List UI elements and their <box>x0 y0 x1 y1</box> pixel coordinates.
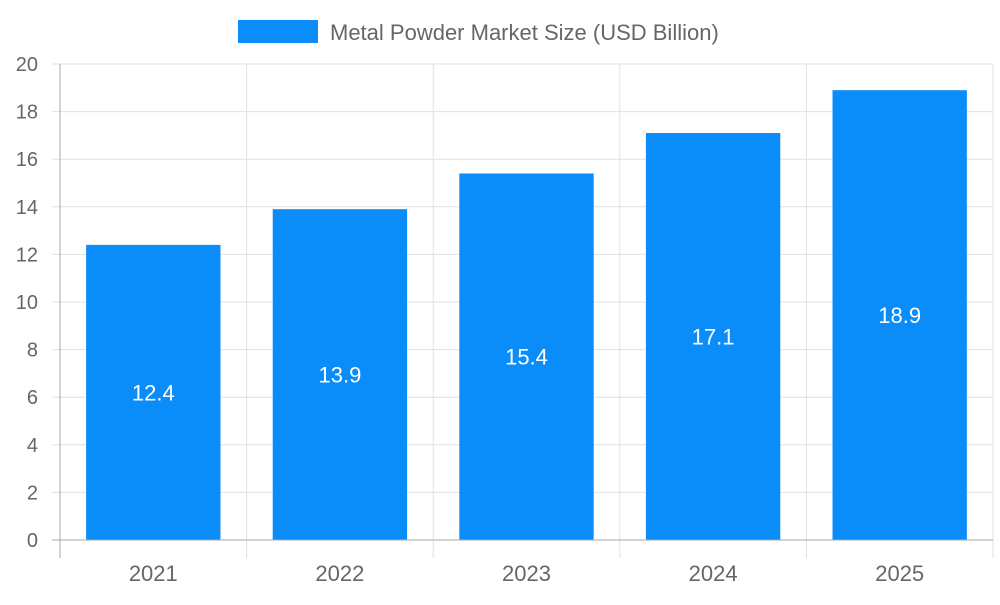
axes: 0 2 4 6 8 10 12 14 16 18 20 2021 2022 2023 2024 2025 <box>16 54 993 586</box>
x-tick-label: 2021 <box>129 561 178 586</box>
y-tick-label: 0 <box>27 530 38 552</box>
x-tick-label: 2024 <box>689 561 738 586</box>
legend-label: Metal Powder Market Size (USD Billion) <box>330 20 719 45</box>
bar-data-label: 15.4 <box>505 345 548 370</box>
bar <box>832 90 967 541</box>
bar <box>86 244 221 540</box>
y-tick-label: 20 <box>16 54 38 76</box>
y-tick-label: 16 <box>16 149 38 171</box>
legend-swatch <box>238 20 318 43</box>
legend[interactable]: Metal Powder Market Size (USD Billion) <box>238 20 719 45</box>
y-tick-label: 6 <box>27 387 38 409</box>
bar <box>459 173 594 541</box>
y-tick-label: 12 <box>16 244 38 266</box>
y-tick-label: 18 <box>16 102 38 124</box>
x-tick-label: 2022 <box>315 561 364 586</box>
y-tick-label: 8 <box>27 340 38 362</box>
x-tick-label: 2023 <box>502 561 551 586</box>
bar <box>645 133 781 540</box>
bar-data-label: 17.1 <box>692 325 735 350</box>
y-tick-label: 2 <box>27 482 38 504</box>
bars: 12.4 13.9 15.4 17.1 18.9 <box>86 90 967 541</box>
bar-data-label: 12.4 <box>132 380 175 405</box>
bar <box>272 209 408 540</box>
y-tick-label: 10 <box>16 292 38 314</box>
y-tick-label: 14 <box>16 197 38 219</box>
x-tick-label: 2025 <box>875 561 924 586</box>
y-tick-label: 4 <box>27 435 38 457</box>
bar-data-label: 13.9 <box>318 363 361 388</box>
bar-data-label: 18.9 <box>878 303 921 328</box>
